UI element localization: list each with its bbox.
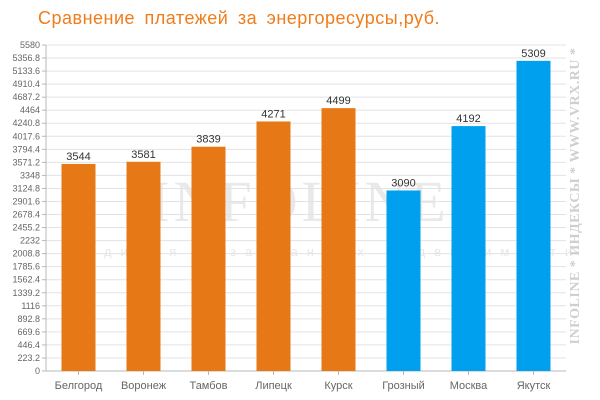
x-tick-label: Якутск xyxy=(517,380,551,392)
y-tick-label: 2455.2 xyxy=(12,223,40,233)
y-tick-label: 5580 xyxy=(20,40,40,50)
y-tick-label: 223.2 xyxy=(17,353,40,363)
y-tick-label: 1116 xyxy=(21,301,40,311)
x-tick-label: Тамбов xyxy=(189,380,227,392)
bar-3 xyxy=(191,146,226,371)
bar-4 xyxy=(256,121,291,372)
y-tick-label: 4464 xyxy=(20,105,40,115)
value-label: 5309 xyxy=(521,48,545,60)
value-label: 3090 xyxy=(391,177,415,189)
y-tick-label: 2232 xyxy=(20,236,40,246)
bar-2 xyxy=(126,161,161,371)
y-tick-label: 1562.4 xyxy=(12,275,40,285)
y-tick-label: 892.8 xyxy=(17,314,40,324)
gridlines xyxy=(46,44,566,372)
bar-8 xyxy=(516,60,551,372)
value-labels: 3544 3581 3839 4271 4499 3090 4192 5309 xyxy=(66,48,545,190)
value-label: 3839 xyxy=(196,134,220,146)
y-tick-label: 5356.8 xyxy=(12,53,40,63)
x-tick-labels: Белгород Воронеж Тамбов Липецк Курск Грозный М… xyxy=(55,380,551,392)
y-tick-label: 4910.4 xyxy=(12,79,40,89)
y-tick-label: 2901.6 xyxy=(12,196,40,206)
x-tick-label: Москва xyxy=(450,380,488,392)
y-tick-label: 4240.8 xyxy=(12,118,40,128)
y-tick-label: 0 xyxy=(35,366,40,376)
y-tick-label: 446.4 xyxy=(17,340,40,350)
y-tick-label: 4017.6 xyxy=(12,131,40,141)
x-tick-label: Курск xyxy=(324,380,352,392)
value-label: 3581 xyxy=(131,149,155,161)
bar-5 xyxy=(321,108,356,371)
bar-1 xyxy=(61,163,96,371)
bars xyxy=(61,60,551,372)
value-label: 3544 xyxy=(66,151,90,163)
y-tick-label: 1785.6 xyxy=(12,262,40,272)
y-tick-label: 3348 xyxy=(20,170,40,180)
x-tick-label: Воронеж xyxy=(121,380,167,392)
y-tick-label: 3571.2 xyxy=(12,157,40,167)
x-tick-label: Липецк xyxy=(255,380,292,392)
y-tick-label: 5133.6 xyxy=(12,66,40,76)
y-tick-label: 1339.2 xyxy=(12,288,40,298)
value-label: 4271 xyxy=(261,108,285,120)
x-tick-label: Грозный xyxy=(382,380,425,392)
y-tick-label: 2678.4 xyxy=(12,210,40,220)
value-label: 4192 xyxy=(456,113,480,125)
y-tick-label: 2008.8 xyxy=(12,249,40,259)
bar-6 xyxy=(386,190,421,371)
y-tick-labels: 0 223.2 446.4 669.6 892.8 1116 1339.2 1562.4 178… xyxy=(12,40,40,376)
value-label: 4499 xyxy=(326,95,350,107)
watermark-side: INFOLINE * ИНДЕКСЫ * WWW.VRX.RU * xyxy=(568,47,583,345)
bar-7 xyxy=(451,126,486,372)
y-tick-label: 669.6 xyxy=(17,327,40,337)
x-tick-label: Белгород xyxy=(55,380,103,392)
axes xyxy=(42,44,566,375)
y-tick-label: 3124.8 xyxy=(12,183,40,193)
y-tick-label: 3794.4 xyxy=(12,144,40,154)
chart-title: Сравнение платежей за энергоресурсы,руб. xyxy=(38,8,441,28)
y-tick-label: 4687.2 xyxy=(12,92,40,102)
